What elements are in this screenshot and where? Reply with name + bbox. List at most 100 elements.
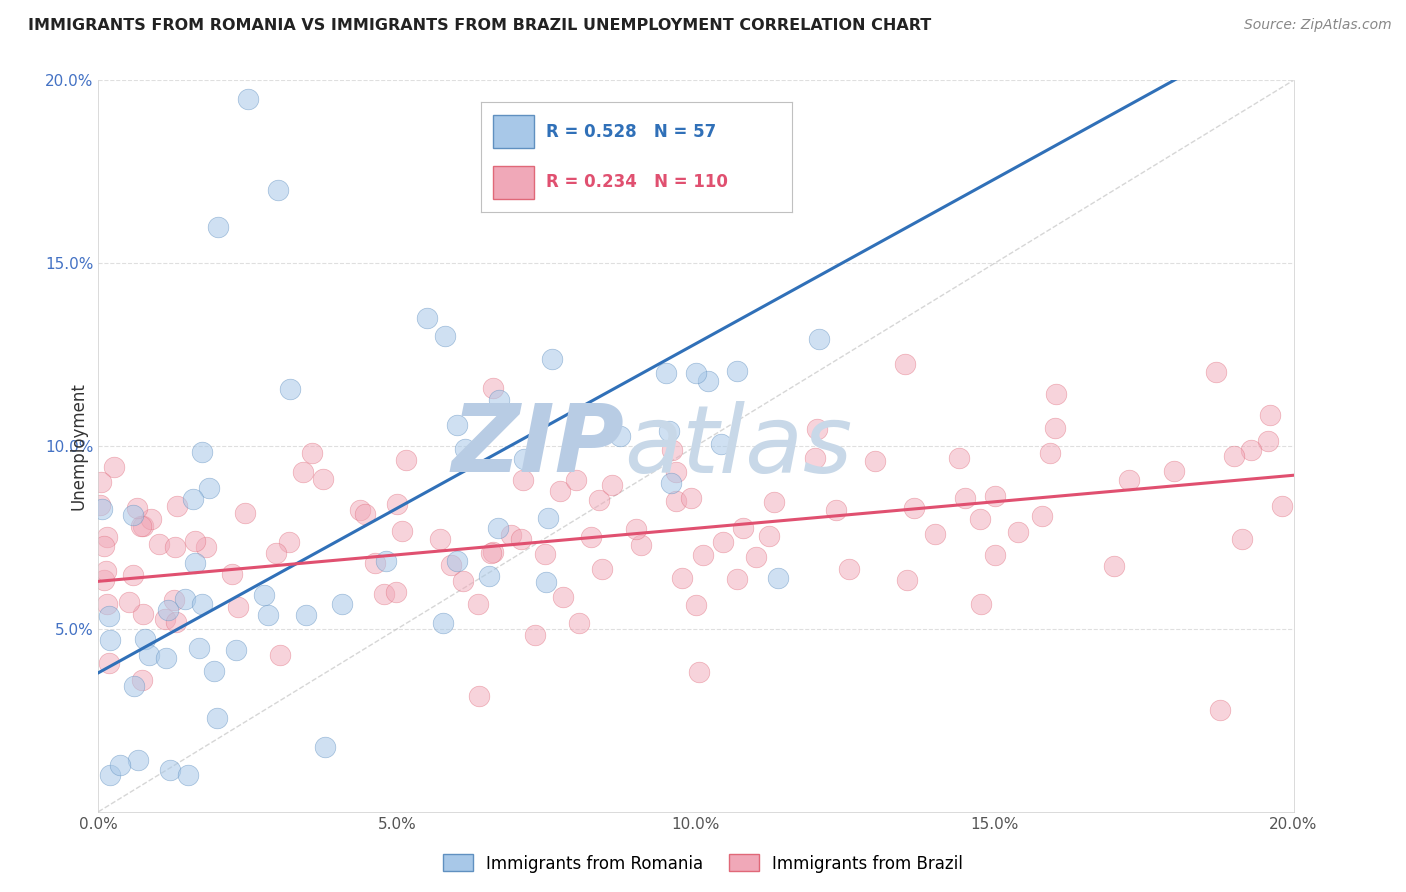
Point [838,562,860,576]
Point [278,535,301,549]
Point [984,548,1007,562]
Point [177,768,200,782]
Point [202,664,225,678]
Point [191,597,214,611]
Point [163,593,186,607]
Point [97,608,120,623]
Point [446,554,468,568]
Point [98,632,121,647]
Point [1208,703,1230,717]
Point [1257,434,1279,449]
Point [588,493,610,508]
Point [205,711,228,725]
Point [138,648,160,663]
Point [183,533,205,548]
Point [96,530,118,544]
Point [692,549,714,563]
Point [467,597,489,611]
Point [896,573,918,587]
Point [758,529,780,543]
Point [96,597,118,611]
Point [553,590,575,604]
Point [948,451,970,466]
Point [354,508,377,522]
Point [108,758,131,772]
Point [118,595,141,609]
Point [804,450,827,465]
Point [1205,365,1227,379]
Point [221,567,243,582]
Point [181,492,204,507]
Point [163,540,186,554]
Point [1118,473,1140,487]
Point [364,556,387,570]
Legend: Immigrants from Romania, Immigrants from Brazil: Immigrants from Romania, Immigrants from… [436,847,970,880]
Point [314,740,336,755]
Text: IMMIGRANTS FROM ROMANIA VS IMMIGRANTS FROM BRAZIL UNEMPLOYMENT CORRELATION CHART: IMMIGRANTS FROM ROMANIA VS IMMIGRANTS FR… [28,18,931,33]
Point [98,656,121,670]
Point [294,608,316,623]
Point [121,508,143,523]
Point [725,364,748,378]
Point [385,584,408,599]
Point [685,366,707,380]
Point [124,679,146,693]
Point [440,558,463,573]
Point [970,597,993,611]
Point [565,473,588,487]
Point [395,453,418,467]
Point [373,586,395,600]
Point [762,494,785,508]
Point [1163,464,1185,478]
Point [252,588,274,602]
Point [479,546,502,560]
Point [865,454,887,468]
Point [91,501,114,516]
Point [1258,409,1281,423]
Point [953,491,976,505]
Point [198,481,221,495]
Point [626,522,648,536]
Point [267,183,290,197]
Point [93,539,115,553]
Point [1007,525,1029,540]
Point [903,500,925,515]
Point [665,465,688,479]
Point [665,494,688,508]
Point [226,600,249,615]
Point [280,383,302,397]
Point [166,500,188,514]
Point [510,532,533,546]
Point [579,530,602,544]
Point [194,540,217,554]
Text: atlas: atlas [624,401,852,491]
Point [824,502,846,516]
Point [233,506,256,520]
Point [894,357,917,371]
Point [481,545,503,559]
Point [808,332,831,346]
Point [806,422,828,436]
Point [468,689,491,703]
Text: ZIP: ZIP [451,400,624,492]
Point [924,527,946,541]
Point [533,547,555,561]
Point [446,417,468,432]
Point [148,537,170,551]
Point [696,374,718,388]
Point [127,501,149,516]
Point [984,489,1007,503]
Point [733,521,755,535]
Point [499,528,522,542]
Y-axis label: Unemployment: Unemployment [69,382,87,510]
Point [725,572,748,586]
Point [159,764,181,778]
Point [391,524,413,538]
Point [429,533,451,547]
Point [207,219,229,234]
Point [301,445,323,459]
Point [264,546,287,560]
Point [98,768,121,782]
Point [153,612,176,626]
Point [349,502,371,516]
